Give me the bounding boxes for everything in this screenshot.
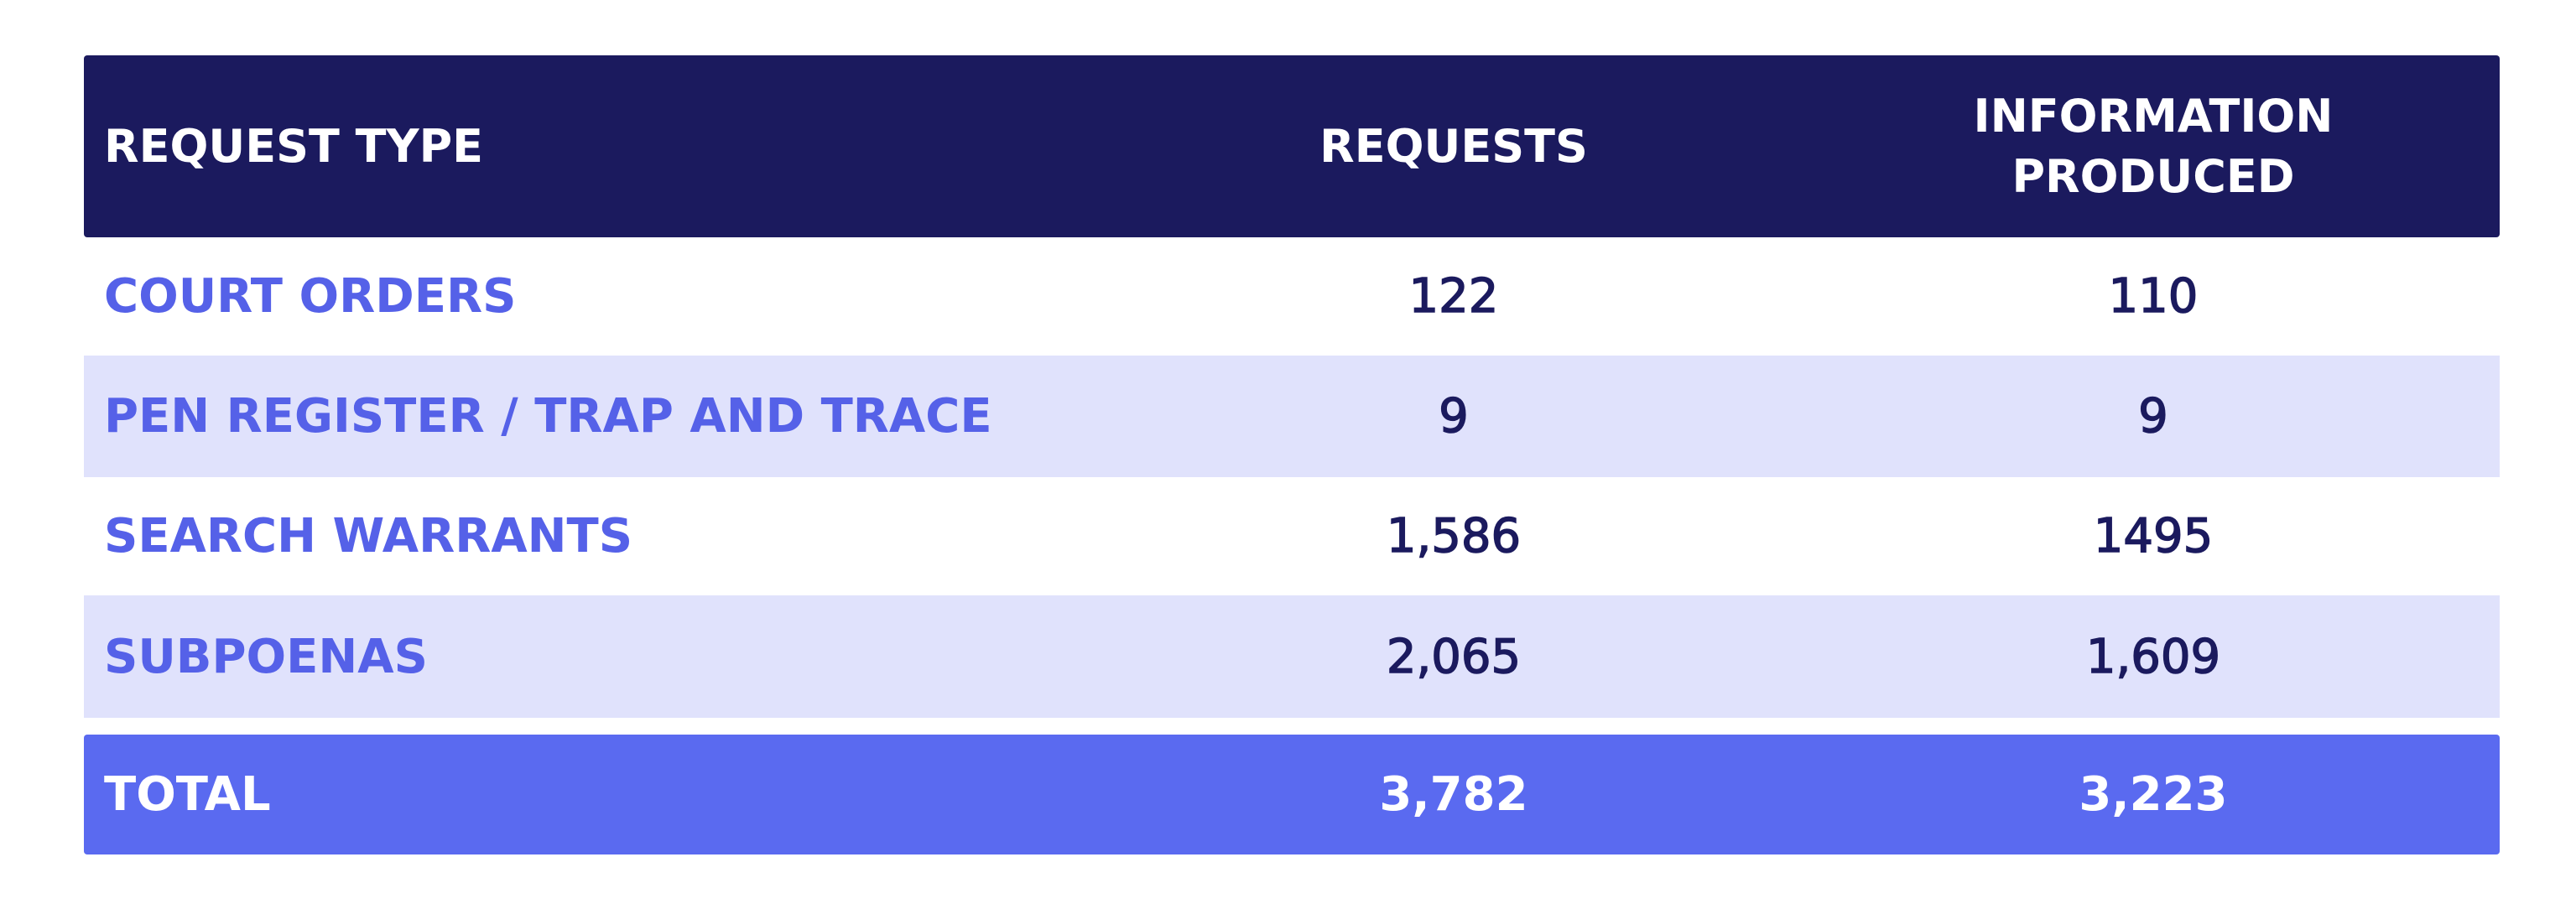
row-label: SEARCH WARRANTS xyxy=(104,509,633,564)
row-value: 1,586 xyxy=(1386,508,1522,564)
row-value: 1495 xyxy=(2093,508,2214,564)
table-row: SEARCH WARRANTS 1,586 1495 xyxy=(84,477,2500,595)
row-value: 110 xyxy=(2108,268,2199,325)
row-label: COURT ORDERS xyxy=(104,269,517,324)
header-cell: REQUEST TYPE xyxy=(104,119,484,173)
table-row: SUBPOENAS 2,065 1,609 xyxy=(84,595,2500,718)
row-value: 1,609 xyxy=(2085,629,2221,685)
row-value: 9 xyxy=(2137,388,2168,444)
total-cell: 3,782 xyxy=(1379,767,1528,822)
row-value: 9 xyxy=(1438,388,1469,444)
header-cell: INFORMATION PRODUCED xyxy=(1973,89,2334,203)
total-row: TOTAL 3,782 3,223 xyxy=(84,735,2500,854)
header-cell: REQUESTS xyxy=(1319,119,1588,173)
table-row: COURT ORDERS 122 110 xyxy=(84,237,2500,356)
row-label: PEN REGISTER / TRAP AND TRACE xyxy=(104,389,992,444)
table-header: REQUEST TYPE REQUESTS INFORMATION PRODUC… xyxy=(84,55,2500,237)
total-cell: 3,223 xyxy=(2079,767,2228,822)
row-value: 2,065 xyxy=(1386,629,1522,685)
table-row: PEN REGISTER / TRAP AND TRACE 9 9 xyxy=(84,356,2500,477)
row-label: SUBPOENAS xyxy=(104,629,428,684)
row-value: 122 xyxy=(1408,268,1499,325)
total-label: TOTAL xyxy=(104,767,271,822)
